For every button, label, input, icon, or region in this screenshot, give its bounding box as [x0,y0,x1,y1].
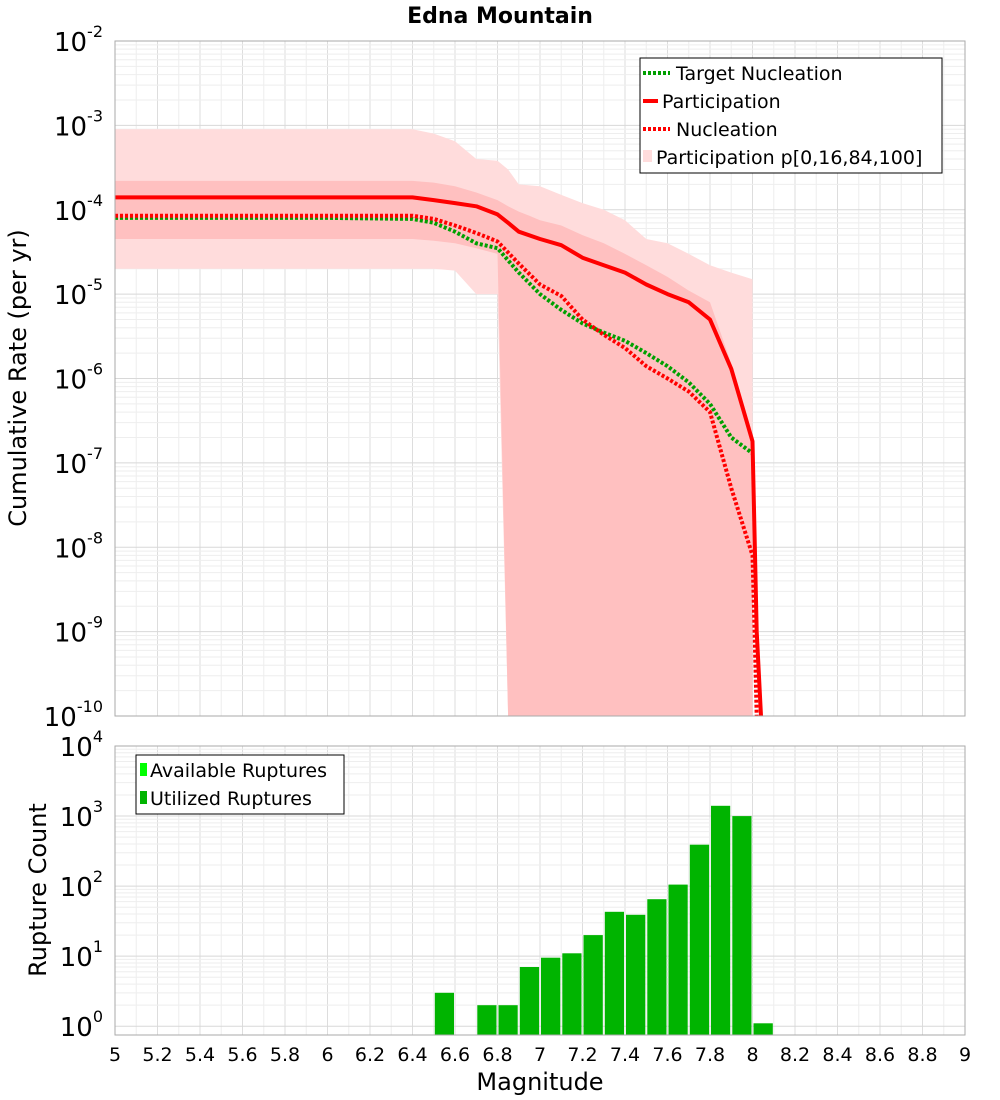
x-tick-label: 7.4 [610,1044,640,1066]
participation-line [115,195,763,717]
x-tick-label: 5.6 [227,1044,257,1066]
x-tick-label: 8.8 [907,1044,937,1066]
x-tick-label: 6.8 [482,1044,512,1066]
rate-legend: Target Nucleation Participation Nucleati… [639,57,943,174]
x-tick-label: 5.8 [270,1044,300,1066]
rate-plot-area [114,40,966,717]
x-tick-label: 5 [109,1044,121,1066]
rate-y-tick-label: 10-5 [54,275,103,311]
rupture-count-bar [732,816,752,1035]
count-y-tick-label: 103 [60,797,103,833]
x-tick-label: 6.2 [355,1044,385,1066]
x-tick-label: 8.6 [865,1044,895,1066]
rate-y-tick-label: 10-7 [54,444,103,480]
rate-y-tick-label: 10-10 [44,697,103,733]
x-tick-label: 7 [534,1044,546,1066]
rupture-count-bar [519,967,540,1035]
count-y-tick-label: 101 [60,937,103,973]
legend-band-swatch [643,150,652,162]
rupture-count-bar [541,957,561,1035]
rupture-count-bar [689,844,710,1035]
legend-available-swatch [140,763,147,776]
x-tick-label: 6 [321,1044,333,1066]
rupture-count-bar [604,911,624,1035]
rupture-count-bar [711,805,731,1035]
x-axis-label: Magnitude [476,1068,603,1096]
rate-y-axis-label: Cumulative Rate (per yr) [4,229,32,527]
rupture-count-bar [668,884,688,1035]
legend-utilized-swatch [140,791,147,804]
rupture-count-bars [434,805,773,1035]
x-tick-label: 8.2 [780,1044,810,1066]
rate-series-lines [115,195,763,717]
count-y-tick-label: 100 [60,1007,103,1043]
rupture-count-bar [753,1023,773,1035]
rupture-count-bar [434,992,454,1035]
rate-y-tick-label: 10-6 [54,360,103,396]
legend-participation-label: Participation [662,91,781,113]
nucleation-line [115,213,759,717]
count-plot-gridlines [114,746,966,1035]
count-y-axis-label: Rupture Count [24,803,52,977]
x-tick-label: 9 [959,1044,971,1066]
legend-nucleation-label: Nucleation [676,119,778,141]
count-y-tick-label: 104 [60,727,103,763]
rupture-count-bar [477,1005,497,1035]
rate-y-tick-label: 10-4 [54,191,103,227]
x-tick-label: 5.2 [142,1044,172,1066]
rupture-count-bar [647,899,667,1035]
x-tick-label: 7.8 [695,1044,725,1066]
count-y-tick-label: 102 [60,867,103,903]
rate-legend-box [639,57,943,174]
count-y-tick-labels: 100 101 102 103 104 [60,727,103,1043]
x-tick-label: 7.6 [652,1044,682,1066]
x-tick-label: 7.2 [567,1044,597,1066]
x-tick-label: 8.4 [822,1044,852,1066]
chart-title: Edna Mountain [407,4,593,29]
rate-y-tick-label: 10-8 [54,528,103,564]
participation-bands [115,129,753,716]
legend-available-label: Available Ruptures [150,760,327,782]
x-tick-label: 6.4 [397,1044,427,1066]
x-tick-label: 6.6 [440,1044,470,1066]
legend-target-nucleation-label: Target Nucleation [675,63,843,85]
rupture-count-bar [626,914,646,1035]
count-legend-box [135,754,345,815]
rupture-count-bar [583,935,603,1035]
rate-y-tick-label: 10-2 [54,22,103,58]
target-nucleation-line [115,215,754,455]
x-tick-label: 8 [746,1044,758,1066]
legend-band-label: Participation p[0,16,84,100] [656,147,922,169]
rate-y-tick-label: 10-9 [54,613,103,649]
rate-y-tick-labels: 10-10 10-9 10-8 10-7 10-6 10-5 10-4 10-3 10-2 [44,22,103,733]
count-plot-area [114,745,966,1036]
participation-inner-band [115,180,753,716]
legend-utilized-label: Utilized Ruptures [150,788,312,810]
rupture-count-bar [498,1005,518,1035]
rupture-count-bar [562,953,582,1035]
rate-y-tick-label: 10-3 [54,106,103,142]
count-legend: Available Ruptures Utilized Ruptures [135,754,345,815]
x-tick-labels: 5 5.2 5.4 5.6 5.8 6 6.2 6.4 6.6 6.8 7 7.2 7.4 7.6 7.8 8… [109,1044,971,1066]
x-tick-label: 5.4 [185,1044,215,1066]
